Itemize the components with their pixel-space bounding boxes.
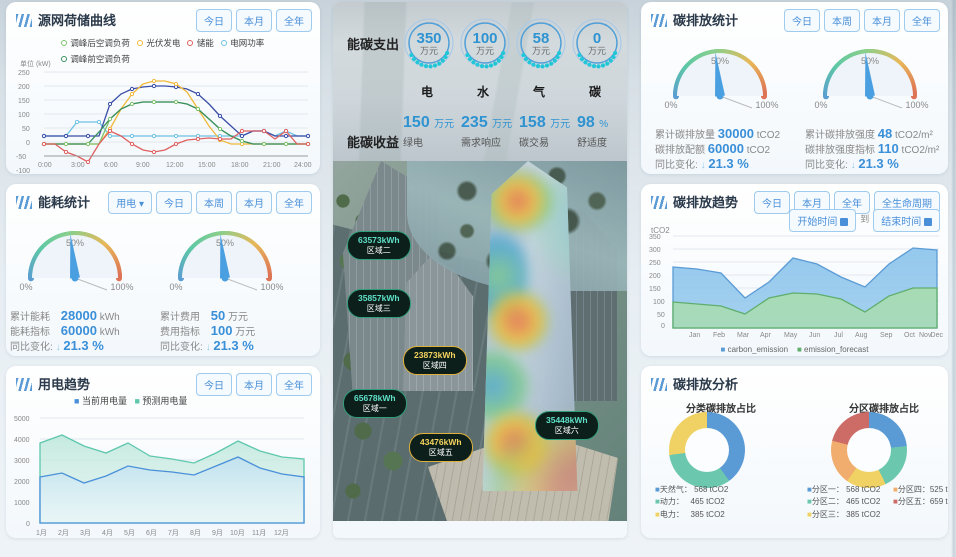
svg-text:Dec: Dec <box>931 332 944 339</box>
svg-text:Sep: Sep <box>880 332 893 339</box>
svg-text:58: 58 <box>533 30 550 47</box>
svg-text:250: 250 <box>18 70 30 77</box>
svg-text:100: 100 <box>473 30 498 47</box>
svg-text:Mar: Mar <box>737 332 750 339</box>
svg-text:万元: 万元 <box>420 46 438 56</box>
svg-text:0%: 0% <box>169 282 182 292</box>
svg-text:150: 150 <box>649 286 661 293</box>
svg-text:100%: 100% <box>905 100 928 110</box>
svg-text:9月: 9月 <box>212 529 223 537</box>
svg-text:6:00: 6:00 <box>104 162 118 169</box>
svg-text:12:00: 12:00 <box>166 162 184 169</box>
svg-text:Jul: Jul <box>834 332 843 339</box>
svg-text:Feb: Feb <box>713 332 725 339</box>
svg-text:Apr: Apr <box>760 332 772 339</box>
svg-text:1月: 1月 <box>36 529 47 537</box>
svg-text:7月: 7月 <box>168 529 179 537</box>
svg-text:1000: 1000 <box>14 500 30 507</box>
svg-text:300: 300 <box>649 247 661 254</box>
svg-text:4月: 4月 <box>102 529 113 537</box>
svg-text:350: 350 <box>417 30 442 47</box>
svg-text:10月: 10月 <box>230 529 245 537</box>
svg-text:50%: 50% <box>216 238 234 248</box>
svg-text:350: 350 <box>649 234 661 241</box>
svg-text:50%: 50% <box>711 56 729 66</box>
svg-text:9:00: 9:00 <box>136 162 150 169</box>
svg-text:0%: 0% <box>664 100 677 110</box>
svg-text:15:00: 15:00 <box>198 162 216 169</box>
svg-text:8月: 8月 <box>190 529 201 537</box>
svg-text:24:00: 24:00 <box>294 162 312 169</box>
svg-text:100%: 100% <box>260 282 283 292</box>
svg-text:150: 150 <box>18 98 30 105</box>
svg-text:-50: -50 <box>16 154 26 161</box>
svg-text:200: 200 <box>18 84 30 91</box>
svg-text:0: 0 <box>26 521 30 528</box>
svg-text:11月: 11月 <box>252 529 266 537</box>
svg-text:3000: 3000 <box>14 458 30 465</box>
svg-text:250: 250 <box>649 260 661 267</box>
svg-text:4000: 4000 <box>14 437 30 444</box>
svg-text:万元: 万元 <box>588 46 606 56</box>
svg-text:2000: 2000 <box>14 479 30 486</box>
svg-text:18:00: 18:00 <box>231 162 249 169</box>
svg-text:100: 100 <box>653 299 665 306</box>
svg-text:50: 50 <box>22 126 30 133</box>
svg-text:200: 200 <box>649 273 661 280</box>
svg-text:5月: 5月 <box>124 529 135 537</box>
svg-text:100: 100 <box>18 112 30 119</box>
svg-text:12月: 12月 <box>274 529 289 537</box>
svg-text:万元: 万元 <box>532 46 550 56</box>
svg-text:21:00: 21:00 <box>263 162 281 169</box>
svg-text:万元: 万元 <box>476 46 494 56</box>
svg-text:2月: 2月 <box>58 529 69 537</box>
svg-text:5000: 5000 <box>14 416 30 423</box>
svg-text:3月: 3月 <box>80 529 91 537</box>
svg-text:0: 0 <box>661 323 665 330</box>
svg-text:0: 0 <box>593 30 601 47</box>
svg-text:Jan: Jan <box>689 332 700 339</box>
svg-text:Aug: Aug <box>855 332 868 339</box>
svg-text:6月: 6月 <box>146 529 157 537</box>
svg-text:100%: 100% <box>755 100 778 110</box>
svg-text:0:00: 0:00 <box>38 162 52 169</box>
svg-text:Oct: Oct <box>904 332 915 339</box>
svg-text:3:00: 3:00 <box>71 162 85 169</box>
svg-text:50%: 50% <box>66 238 84 248</box>
svg-text:Jun: Jun <box>809 332 820 339</box>
svg-text:0: 0 <box>26 140 30 147</box>
svg-text:0%: 0% <box>19 282 32 292</box>
svg-text:100%: 100% <box>110 282 133 292</box>
svg-text:May: May <box>784 332 798 339</box>
svg-text:0%: 0% <box>814 100 827 110</box>
svg-text:50%: 50% <box>861 56 879 66</box>
svg-text:50: 50 <box>657 312 665 319</box>
svg-text:-100: -100 <box>16 168 30 174</box>
